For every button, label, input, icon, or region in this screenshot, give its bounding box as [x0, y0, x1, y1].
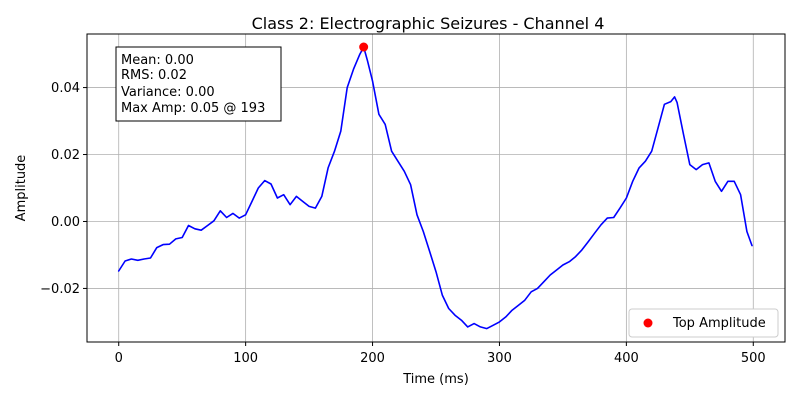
stats-rms: RMS: 0.02 [121, 68, 187, 83]
x-tick-label: 100 [233, 351, 258, 366]
y-tick-label: 0.00 [51, 215, 80, 230]
y-tick-label: −0.02 [40, 282, 80, 297]
x-tick-label: 500 [741, 351, 766, 366]
y-axis-title: Amplitude [14, 155, 29, 222]
x-tick-label: 200 [360, 351, 385, 366]
top-amplitude-marker [359, 42, 369, 52]
stats-max-amp: Max Amp: 0.05 @ 193 [121, 101, 265, 116]
x-tick-label: 300 [487, 351, 512, 366]
highlight-layer [359, 42, 369, 52]
legend-frame [628, 308, 779, 338]
legend-marker-top-amplitude [643, 318, 653, 328]
x-axis-ticks: 0 100 200 300 400 500 [115, 342, 766, 366]
plot-frame [86, 33, 786, 343]
chart-title: Class 2: Electrographic Seizures - Chann… [252, 14, 605, 33]
x-axis-title: Time (ms) [402, 372, 469, 387]
legend-label-top-amplitude: Top Amplitude [672, 316, 766, 331]
x-tick-label: 0 [115, 351, 123, 366]
stats-box: Mean: 0.00 RMS: 0.02 Variance: 0.00 Max … [115, 46, 282, 122]
amplitude-line [117, 46, 753, 330]
stats-box-frame [115, 46, 282, 122]
legend: Top Amplitude [628, 308, 779, 338]
stats-variance: Variance: 0.00 [121, 85, 215, 100]
series-layer [117, 46, 753, 330]
y-tick-label: 0.02 [51, 148, 80, 163]
y-tick-label: 0.04 [51, 81, 80, 96]
x-tick-label: 400 [614, 351, 639, 366]
stats-mean: Mean: 0.00 [121, 53, 194, 68]
y-axis-ticks: −0.02 0.00 0.02 0.04 [40, 81, 87, 297]
